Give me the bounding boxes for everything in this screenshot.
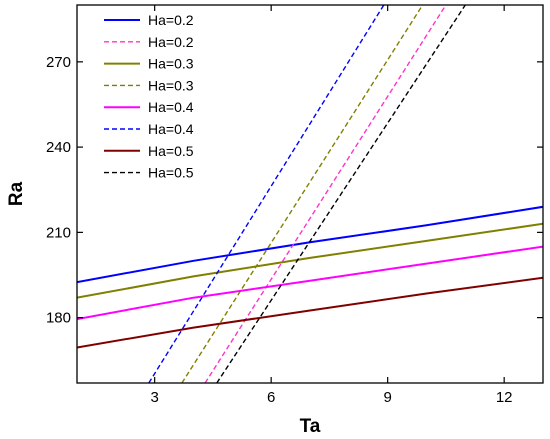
y-axis-title: Ra (6, 181, 27, 206)
series-line-ha-0-2-dashed (204, 5, 447, 383)
series-line-ha-0-3-dashed (181, 5, 424, 383)
x-tick-label: 6 (267, 389, 275, 406)
x-axis-title: Ta (300, 416, 321, 437)
plot-frame (76, 4, 544, 384)
x-tick-label: 9 (383, 389, 391, 406)
series-line-ha-0-3-solid (77, 222, 543, 299)
axis-ticks: 3 6 9 12 180 210 240 270 (46, 5, 543, 406)
legend-label: Ha=0.4 (148, 99, 194, 115)
legend-label: Ha=0.2 (148, 12, 194, 28)
plot-lines (77, 5, 543, 383)
x-tick-label: 3 (150, 389, 158, 406)
y-tick-label: 270 (46, 54, 71, 71)
legend: Ha=0.2 Ha=0.2 Ha=0.3 Ha=0.3 Ha=0.4 Ha=0.4 Ha=0… (104, 12, 194, 181)
series-line-ha-0-4-solid (77, 245, 543, 321)
series-line-ha-0-5-dashed (216, 5, 466, 383)
legend-label: Ha=0.3 (148, 56, 194, 72)
legend-label: Ha=0.3 (148, 77, 194, 93)
y-tick-label: 240 (46, 139, 71, 156)
y-tick-label: 180 (46, 310, 71, 327)
series-line-ha-0-5-solid (77, 276, 543, 349)
legend-label: Ha=0.4 (148, 121, 194, 137)
legend-label: Ha=0.2 (148, 34, 194, 50)
legend-label: Ha=0.5 (148, 143, 194, 159)
series-line-ha-0-4-dashed (148, 5, 385, 383)
legend-label: Ha=0.5 (148, 165, 194, 181)
x-tick-label: 12 (496, 389, 513, 406)
y-tick-label: 210 (46, 224, 71, 241)
